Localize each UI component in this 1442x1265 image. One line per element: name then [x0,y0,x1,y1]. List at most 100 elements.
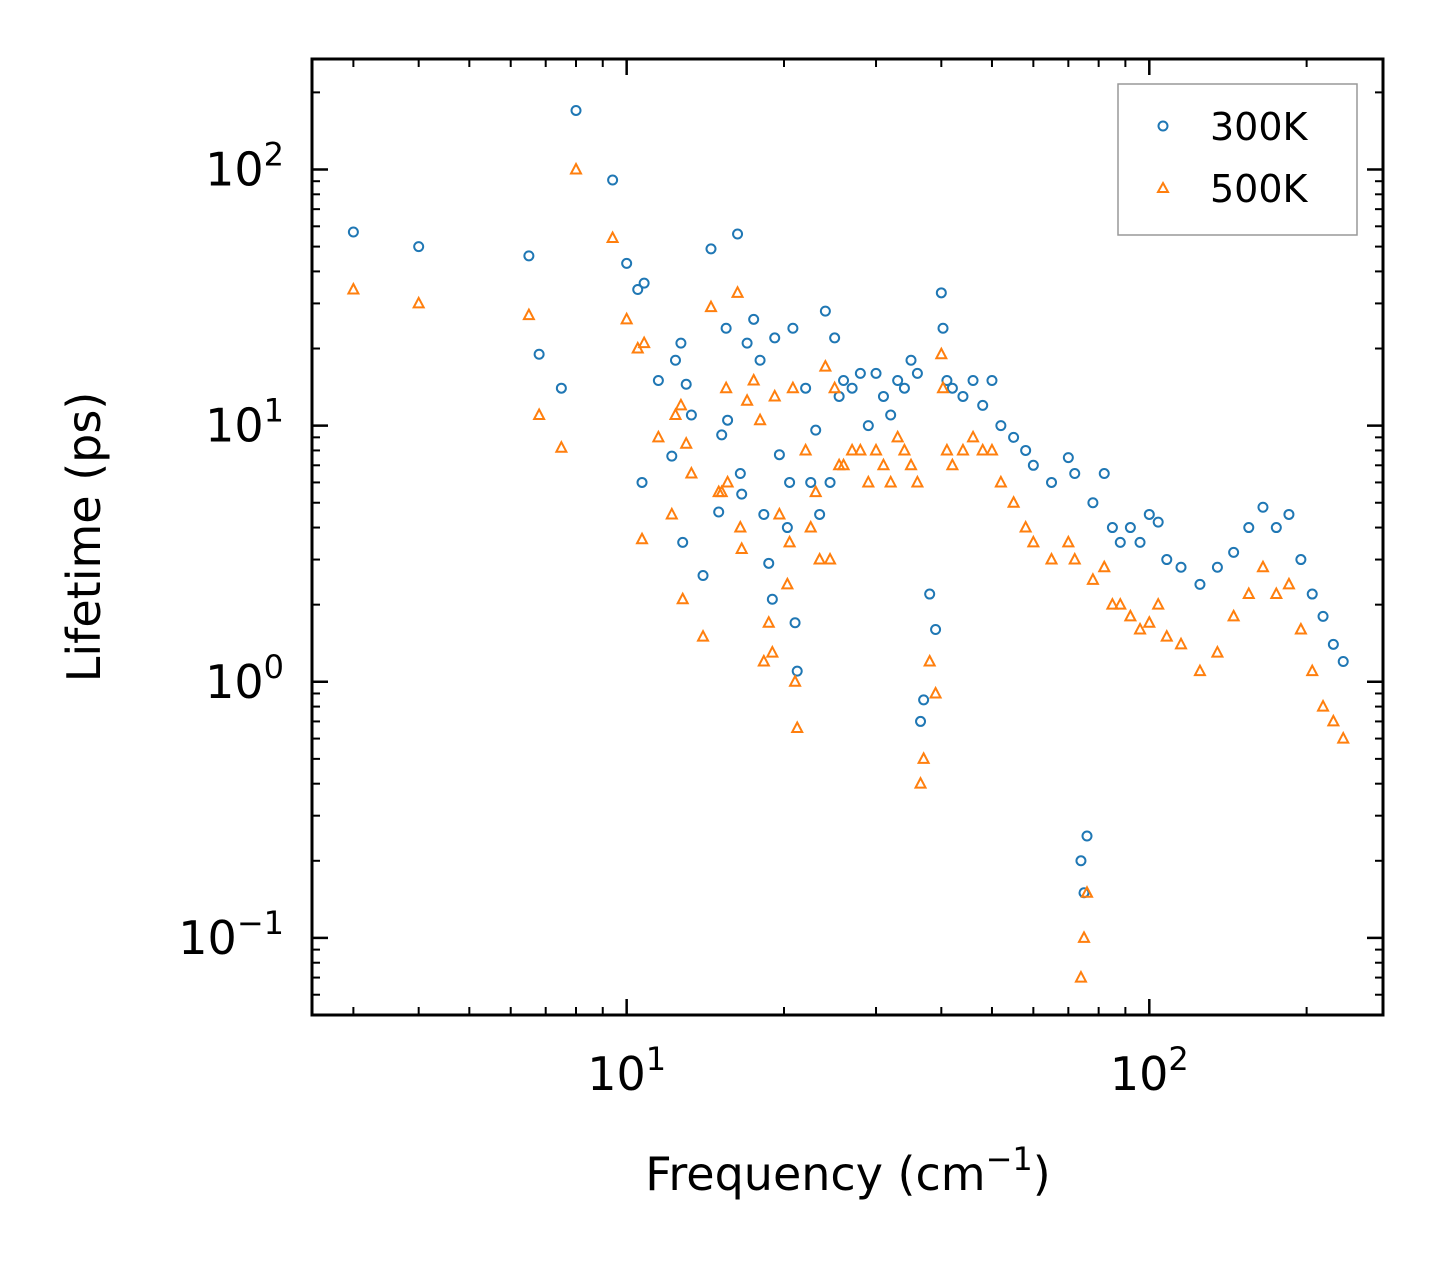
data-point [1226,608,1241,622]
data-point [809,484,823,498]
data-point [1098,468,1110,480]
data-point [720,474,735,488]
data-point [1075,855,1087,867]
data-point [1242,586,1256,600]
data-point [934,346,948,360]
data-point [937,322,949,334]
data-point [1061,534,1075,548]
data-point [636,476,648,488]
data-point [1336,730,1350,744]
data-point [1160,629,1174,642]
data-point [913,776,928,789]
data-point [986,375,998,387]
data-point [1114,536,1126,548]
data-point [804,519,818,533]
data-point [814,508,826,520]
data-point [638,277,650,289]
data-point [413,241,425,253]
data-point [347,226,359,238]
data-point [1113,597,1127,610]
y-tick-label: 101 [205,392,284,453]
data-point [838,375,850,387]
data-point [669,354,681,366]
data-point [800,382,812,394]
data-point [522,307,536,321]
data-point [523,250,535,262]
data-point [812,551,827,565]
data-point [791,665,803,677]
data-point [713,506,725,518]
data-point [946,382,958,394]
data-point [853,442,868,456]
data-point [805,476,817,488]
data-point [810,424,822,436]
data-point [1256,559,1270,573]
data-point [772,506,787,520]
y-tick-label: 100 [205,648,284,709]
data-point [736,488,748,500]
y-tick-label: 10−1 [178,904,284,965]
data-point [827,380,842,394]
data-point [1081,830,1093,842]
data-point [967,375,979,387]
data-point [773,449,785,461]
data-point [1006,495,1021,508]
data-point [854,367,866,379]
data-point [346,281,361,295]
data-point [818,358,833,372]
data-point [1019,519,1033,533]
data-point [1124,522,1136,534]
data-point [607,174,619,186]
data-point [1269,586,1283,600]
data-point [716,429,728,441]
data-point [1080,885,1094,898]
data-point [869,442,883,456]
data-point [862,420,874,432]
data-point [704,299,718,313]
data-point [632,283,644,295]
major-ticks [312,59,1383,1015]
data-point [898,382,910,394]
data-point [1228,546,1240,558]
data-point [652,375,664,387]
data-point [696,629,710,642]
data-point [677,536,689,548]
y-tick-label: 102 [205,135,284,196]
data-point [719,380,733,394]
data-point [930,623,942,635]
data-point [829,332,841,344]
data-point [715,484,729,498]
data-point [668,407,683,421]
data-point [788,674,802,687]
data-point [555,382,567,394]
data-point [1020,444,1032,456]
data-point [941,375,953,387]
data-point [845,442,859,456]
data-point [1317,610,1329,622]
data-point [679,436,693,449]
data-point [768,388,782,402]
data-point [684,465,699,479]
data-point [956,442,970,456]
data-point [819,305,831,317]
data-point [758,508,770,520]
data-point [936,380,950,394]
data-point [877,390,889,402]
data-point [924,588,936,600]
data-point [836,457,851,471]
data-point [1086,572,1100,585]
data-point [651,429,666,443]
data-point [1027,459,1039,471]
data-point [1087,497,1099,509]
data-point [1105,597,1120,610]
data-point [722,414,734,426]
data-point [1026,534,1041,548]
data-point [1097,559,1111,573]
data-point [824,476,836,488]
data-point [976,442,990,456]
data-point [870,367,882,379]
data-point [762,615,776,628]
data-point [1069,468,1081,480]
data-point [1077,930,1091,943]
data-point [1008,431,1020,443]
